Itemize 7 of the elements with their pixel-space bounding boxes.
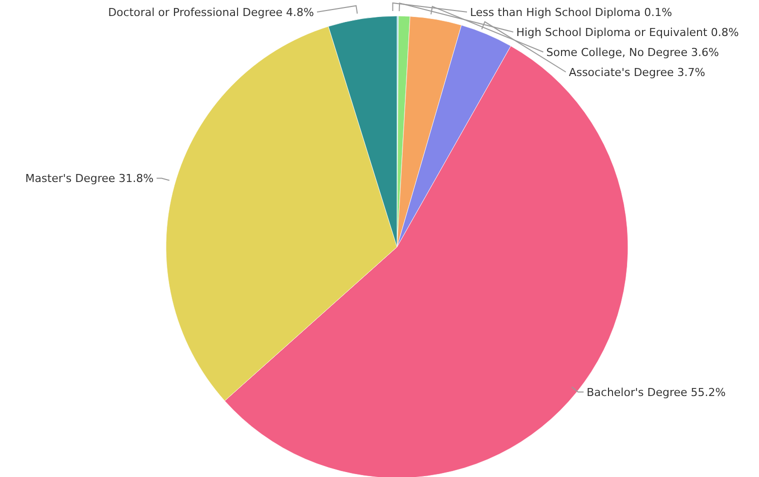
slice-label: High School Diploma or Equivalent 0.8% [516, 26, 739, 39]
slice-label: Master's Degree 31.8% [25, 172, 154, 186]
slice-label: Bachelor's Degree 55.2% [586, 386, 726, 399]
slice-label: Some College, No Degree 3.6% [546, 46, 719, 59]
slice-label: Doctoral or Professional Degree 4.8% [108, 6, 314, 19]
slice-label: Less than High School Diploma 0.1% [470, 6, 672, 19]
slice-label: Associate's Degree 3.7% [568, 66, 706, 79]
